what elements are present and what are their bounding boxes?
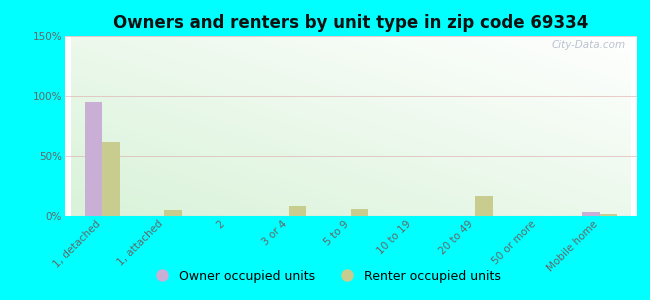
- Title: Owners and renters by unit type in zip code 69334: Owners and renters by unit type in zip c…: [113, 14, 589, 32]
- Text: City-Data.com: City-Data.com: [551, 40, 625, 50]
- Legend: Owner occupied units, Renter occupied units: Owner occupied units, Renter occupied un…: [144, 265, 506, 288]
- Bar: [289, 206, 306, 216]
- Bar: [102, 142, 120, 216]
- Bar: [475, 196, 493, 216]
- Bar: [600, 214, 617, 216]
- Bar: [351, 209, 369, 216]
- Bar: [85, 102, 102, 216]
- Bar: [582, 212, 600, 216]
- Bar: [164, 210, 182, 216]
